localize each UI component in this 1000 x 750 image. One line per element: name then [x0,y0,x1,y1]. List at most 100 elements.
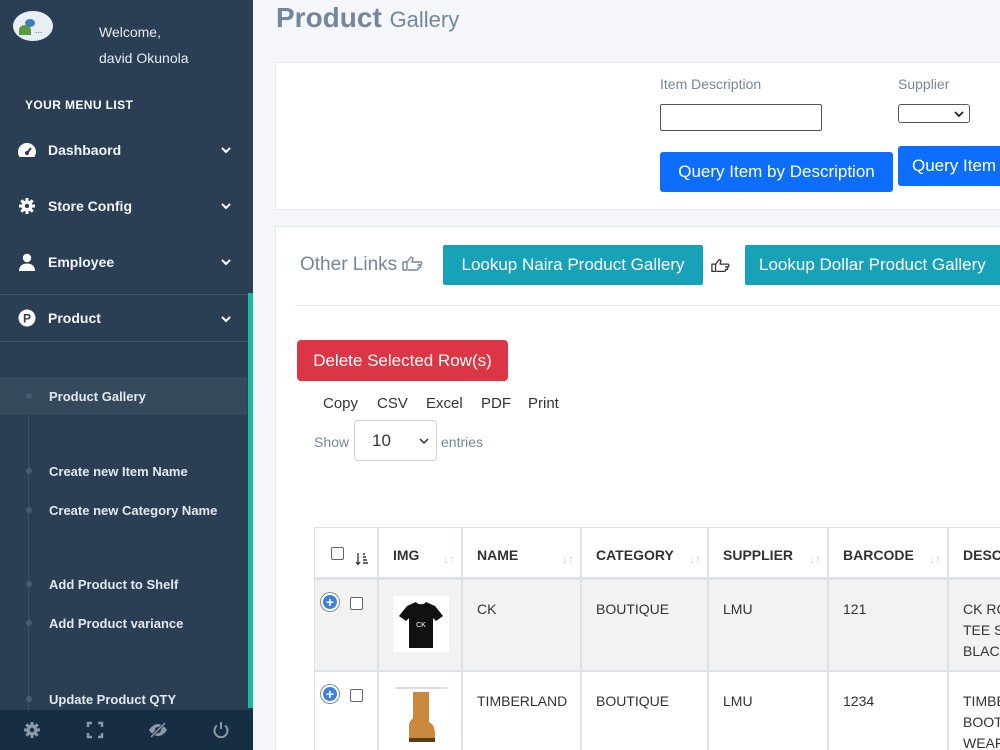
sidebar-item-label: Dashbaord [48,142,122,158]
show-label: Show [314,434,350,450]
product-p-icon: P [16,307,38,329]
submenu-label: Update Product QTY [49,691,177,707]
submenu-label: Create new Item Name [49,463,188,479]
item-description-input[interactable] [660,104,822,131]
other-links-heading: Other Links [300,254,424,276]
select-all-header [314,527,378,579]
app-logo: ... [13,11,53,41]
submenu-label: Product Gallery [49,388,146,404]
query-by-description-button[interactable]: Query Item by Description [660,152,893,192]
product-name-cell: TIMBERLAND [462,671,581,750]
submenu-create-category-name[interactable]: Create new Category Name [0,491,247,529]
settings-icon[interactable] [20,718,44,742]
bullet-icon [26,393,32,399]
lookup-naira-gallery-button[interactable]: Lookup Naira Product Gallery [443,245,703,285]
export-print-button[interactable]: Print [528,395,559,412]
submenu-line [28,400,29,710]
column-header-supplier[interactable]: SUPPLIER ↓↑ [708,527,828,579]
column-header-category[interactable]: CATEGORY ↓↑ [581,527,708,579]
divider [295,305,1000,306]
row-checkbox[interactable] [350,597,363,610]
select-all-checkbox[interactable] [331,547,344,560]
expand-row-icon[interactable]: + [321,593,339,611]
product-supplier-cell: LMU [708,579,828,671]
sidebar: ... Welcome, david Okunola YOUR MENU LIS… [0,0,253,750]
submenu-product-gallery[interactable]: Product Gallery [0,377,247,415]
sort-icon: ↓↑ [562,552,574,566]
submenu-label: Add Product variance [49,615,184,631]
submenu-add-product-variance[interactable]: Add Product variance [0,604,247,642]
submenu-update-product-qty[interactable]: Update Product QTY [0,680,247,718]
product-image-boot[interactable] [393,686,449,746]
chevron-down-icon [221,259,231,266]
desc-line: CK RO [963,601,1000,617]
svg-text:CK: CK [416,622,426,629]
page-title-bold: Product [276,2,382,33]
export-csv-button[interactable]: CSV [377,395,408,412]
sidebar-item-product[interactable]: P Product [0,294,248,342]
bullet-icon [26,620,32,626]
power-icon[interactable] [209,718,233,742]
table-row[interactable]: + TIMBERLAND BOUTIQUE LMU 1234 TIMBE BOO… [314,671,1000,750]
chevron-down-icon [221,147,231,154]
sort-desc-icon[interactable] [355,552,369,566]
export-pdf-button[interactable]: PDF [481,395,511,412]
entries-value: 10 [372,431,391,450]
product-image-tshirt[interactable]: CK [393,596,449,652]
hide-eye-icon[interactable] [146,718,170,742]
sort-icon: ↓↑ [809,552,821,566]
column-header-barcode[interactable]: BARCODE ↓↑ [828,527,948,579]
user-icon [16,251,38,273]
column-label: BARCODE [843,547,914,563]
submenu-add-product-shelf[interactable]: Add Product to Shelf [0,565,247,603]
gear-icon [16,195,38,217]
column-label: IMG [393,547,420,563]
delete-selected-rows-button[interactable]: Delete Selected Row(s) [297,340,508,381]
fullscreen-icon[interactable] [83,718,107,742]
user-name: david Okunola [99,50,189,66]
table-row[interactable]: + CK CK BOUTIQUE LMU 121 CK RO TEE S BLA… [314,579,1000,671]
desc-line: BLAC [963,643,1000,659]
product-desc-cell: TIMBE BOOT WEAF [948,671,1000,750]
sort-icon: ↓↑ [443,552,455,566]
row-select-cell: + [314,579,378,671]
sidebar-item-dashboard[interactable]: Dashbaord [0,127,248,173]
svg-text:P: P [23,312,31,326]
entries-label: entries [441,434,484,450]
menu-title: YOUR MENU LIST [25,98,134,112]
dashboard-icon [16,139,38,161]
row-select-cell: + [314,671,378,750]
query-by-supplier-button[interactable]: Query Item [898,146,1000,186]
column-header-name[interactable]: NAME ↓↑ [462,527,581,579]
lookup-dollar-gallery-button[interactable]: Lookup Dollar Product Gallery [745,245,1000,285]
column-header-desc[interactable]: DESC [948,527,1000,579]
submenu-create-item-name[interactable]: Create new Item Name [0,452,247,490]
supplier-select[interactable] [898,104,970,123]
sidebar-item-label: Employee [48,254,115,270]
product-category-cell: BOUTIQUE [581,671,708,750]
sidebar-item-store-config[interactable]: Store Config [0,183,248,229]
row-checkbox[interactable] [350,689,363,702]
hand-point-right-icon [711,258,730,272]
desc-line: BOOT [963,714,1000,730]
export-excel-button[interactable]: Excel [426,395,463,412]
supplier-label: Supplier [898,76,950,92]
desc-line: TEE S [963,622,1000,638]
hand-point-right-icon [402,256,423,271]
product-category-cell: BOUTIQUE [581,579,708,671]
product-supplier-cell: LMU [708,671,828,750]
product-image-cell [378,671,462,750]
expand-row-icon[interactable]: + [321,685,339,703]
column-label: CATEGORY [596,547,674,563]
sidebar-item-label: Store Config [48,198,132,214]
sidebar-item-employee[interactable]: Employee [0,239,248,285]
column-label: SUPPLIER [723,547,794,563]
export-copy-button[interactable]: Copy [323,395,359,412]
entries-select[interactable]: 10 [354,420,437,461]
sort-icon: ↓↑ [929,552,941,566]
sidebar-footer [0,710,253,750]
chevron-down-icon [221,203,231,210]
column-label: DESC [963,547,1000,563]
column-header-img[interactable]: IMG ↓↑ [378,527,462,579]
active-section-indicator [248,293,253,708]
